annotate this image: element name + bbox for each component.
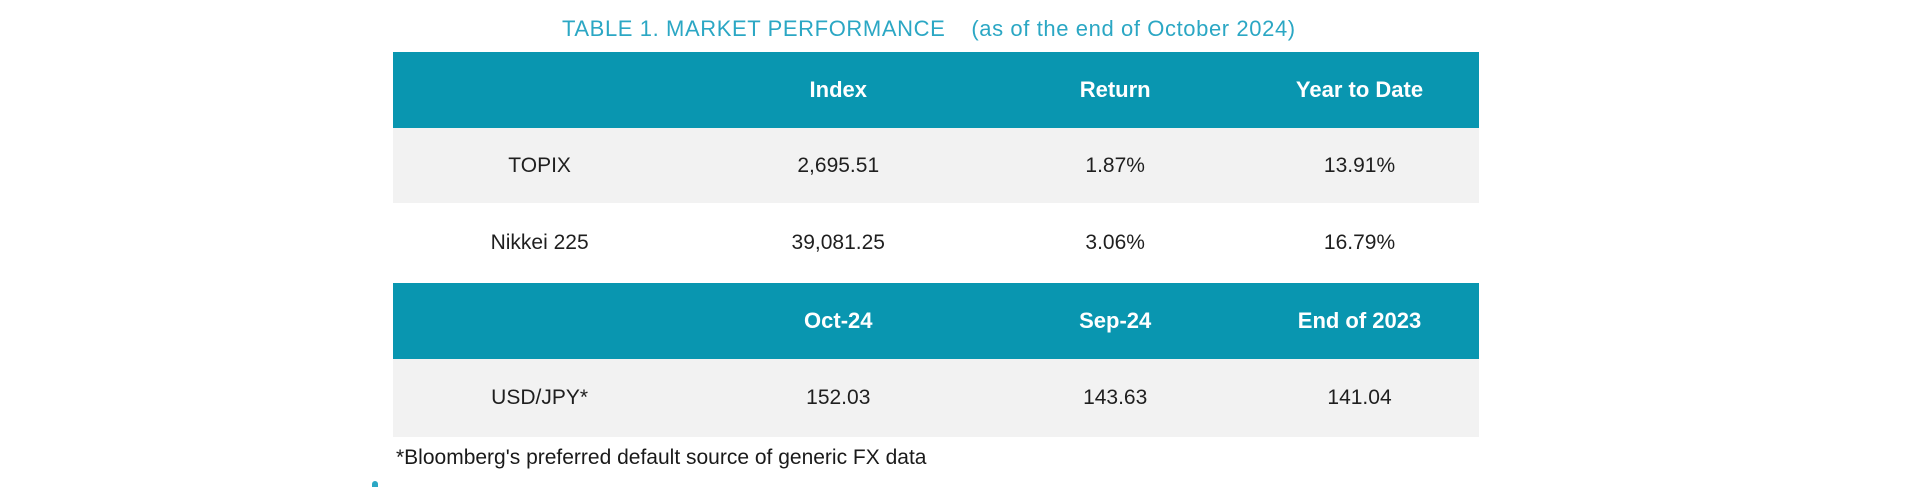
usdjpy-label: USD/JPY* [491, 386, 589, 409]
usdjpy-oct24-value: 152.03 [806, 386, 871, 409]
topix-label: TOPIX [508, 153, 571, 177]
table-title-main: TABLE 1. MARKET PERFORMANCE [562, 16, 946, 41]
usdjpy-end2023-value: 141.04 [1327, 386, 1392, 409]
nikkei-index-value: 39,081.25 [791, 231, 885, 254]
fx-section-header-row: Oct-24 Sep-24 End of 2023 [393, 283, 1479, 359]
table-row-nikkei-225: Nikkei 225 39,081.25 3.06% 16.79% [393, 203, 1479, 283]
index-header-year-to-date: Year to Date [1295, 77, 1424, 102]
table-row-topix: TOPIX 2,695.51 1.87% 13.91% [393, 128, 1479, 203]
topix-index-value: 2,695.51 [797, 153, 880, 177]
usdjpy-sep24-value: 143.63 [1083, 386, 1148, 409]
nikkei-return-value: 3.06% [1085, 231, 1145, 254]
topix-ytd-value: 13.91% [1323, 153, 1396, 177]
fx-header-sep-24: Sep-24 [1079, 308, 1152, 333]
table-title: TABLE 1. MARKET PERFORMANCE (as of the en… [562, 16, 1422, 42]
index-header-index: Index [809, 77, 867, 102]
fx-header-oct-24: Oct-24 [804, 308, 873, 333]
clipped-text-mark [372, 481, 378, 487]
bloomberg-footnote: *Bloomberg's preferred default source of… [396, 446, 927, 469]
market-performance-table: Index Return Year to Date TOPIX 2,695.51… [393, 52, 1479, 437]
topix-return-value: 1.87% [1085, 153, 1145, 177]
nikkei-label: Nikkei 225 [490, 231, 589, 254]
index-section-header-row: Index Return Year to Date [393, 52, 1479, 128]
table-title-date-note: (as of the end of October 2024) [971, 16, 1296, 41]
fx-header-end-of-2023: End of 2023 [1297, 308, 1422, 333]
nikkei-ytd-value: 16.79% [1323, 231, 1396, 254]
table-row-usd-jpy: USD/JPY* 152.03 143.63 141.04 [393, 359, 1479, 437]
index-header-return: Return [1079, 77, 1151, 102]
